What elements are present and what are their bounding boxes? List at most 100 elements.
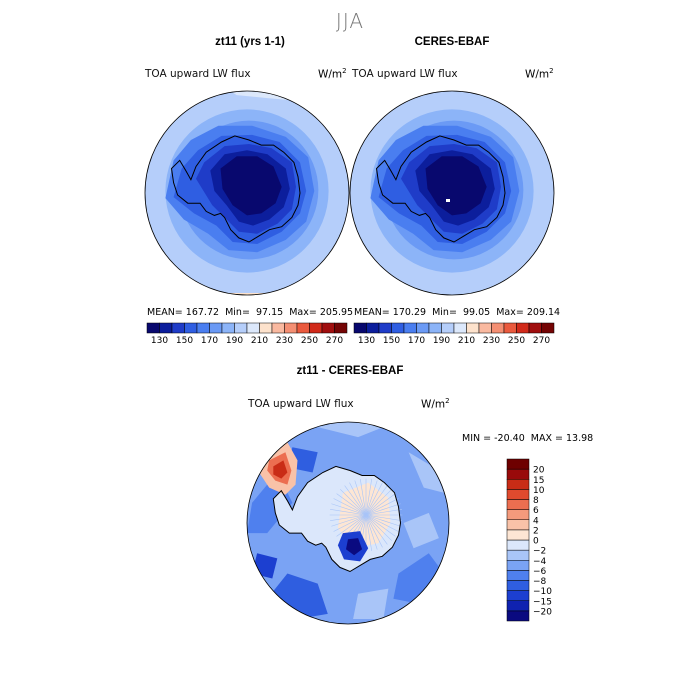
flux-band-min [425,156,487,216]
colorbar-tick-label: −10 [533,587,552,597]
coastline [170,135,301,243]
colorbar-swatch [403,322,417,334]
colorbar-swatch [441,322,455,334]
colorbar-tick-label: 150 [383,336,400,346]
colorbar-swatch [516,322,530,334]
streak [340,489,367,516]
units-label-obs: W/m2 [525,67,554,81]
colorbar-tick-label: 130 [358,336,375,346]
colorbar-swatch [506,468,530,480]
colorbar-swatch [506,529,530,541]
map-border [144,90,350,296]
streak [333,514,367,532]
max-label: Max= [289,307,317,318]
colorbar-swatch [309,322,323,334]
streak [354,480,367,516]
mean-label: MEAN= [354,307,390,318]
colorbar-swatch [184,322,198,334]
colorbar-swatch [221,322,235,334]
colorbar-swatch [259,322,273,334]
coastline [272,465,402,573]
streak [365,514,392,541]
colorbar-tick-label: 0 [533,537,539,547]
colorbar-tick-label: 15 [533,476,544,486]
colorbar-swatch [506,539,530,551]
min-value: 97.15 [255,307,284,318]
figure-season-title: JJA [335,9,365,33]
colorbar-swatch [491,322,505,334]
mean-label: MEAN= [147,307,183,318]
colorbar-swatch [284,322,298,334]
colorbar-swatch [353,322,367,334]
colorbar-swatch [503,322,517,334]
map-border [246,421,450,625]
streak [365,514,372,551]
colorbar-swatch [334,322,348,334]
panel-title-obs: CERES-EBAF [414,36,490,48]
colorbar-tick-label: −4 [533,557,547,567]
streak [365,514,399,532]
mean-value: 170.29 [392,307,427,318]
min-label: MIN = [462,433,492,444]
streak [365,482,383,516]
coastline [375,135,506,243]
max-value: 205.95 [319,307,354,318]
panel-title-diff: zt11 - CERES-EBAF [296,365,404,377]
colorbar-swatch [528,322,542,334]
colorbar-swatch [209,322,223,334]
colorbar-swatch [428,322,442,334]
colorbar-swatch [541,322,555,334]
colorbar-swatch [246,322,260,334]
colorbar-tick-label: 20 [533,466,545,476]
stats-diff: MIN = -20.40 MAX = 13.98 [462,433,593,444]
streak [365,509,402,516]
colorbar-tick-label: 130 [151,336,168,346]
streak [360,479,367,516]
colorbar-swatch [506,560,530,571]
units-label-model: W/m2 [318,67,347,81]
streak [365,514,388,545]
colorbar-swatch [391,322,405,334]
colorbar-tick-label: −15 [533,597,552,607]
colorbar-swatch [506,590,530,601]
map-border [349,90,555,296]
streak [336,514,367,537]
streak [330,509,367,516]
colorbar-tick-label: 170 [408,336,425,346]
colorbar-swatch [234,322,248,334]
colorbar-tick-label: −8 [533,577,547,587]
colorbar-tick-label: 150 [176,336,193,346]
colorbar-swatch [196,322,210,334]
colorbar-swatch [321,322,335,334]
diff-streaks [329,478,403,552]
streak [331,503,367,516]
streak [349,482,367,516]
streak [331,514,367,527]
streak [365,514,402,521]
colorbar-swatch [506,549,530,561]
colorbar-tick-label: 190 [226,336,243,346]
streak [333,498,367,516]
map-model [144,90,350,296]
diff-patch [353,588,389,619]
colorbar-tick-label: 210 [458,336,475,346]
flux-band-min [220,156,282,216]
diff-patch [393,553,444,604]
colorbar-swatch [271,322,285,334]
colorbar-obs: 130 150 170 190 210 230 250 270 [353,322,555,346]
map-fill-model [145,91,349,295]
colorbar-tick-label: −2 [533,547,546,557]
colorbar-swatch [506,509,530,520]
diff-pos-3 [273,460,288,479]
colorbar-tick-label: 2 [533,526,539,536]
min-label: Min= [225,307,250,318]
stats-obs: MEAN= 170.29 Min= 99.05 Max= 209.14 [354,307,560,318]
streak [336,493,367,516]
colorbar-swatch [378,322,392,334]
colorbar-tick-label: −20 [533,607,552,617]
colorbar-tick-label: 250 [508,336,525,346]
colorbar-swatch [466,322,480,334]
max-label: Max= [496,307,524,318]
colorbar-swatch [506,570,530,581]
